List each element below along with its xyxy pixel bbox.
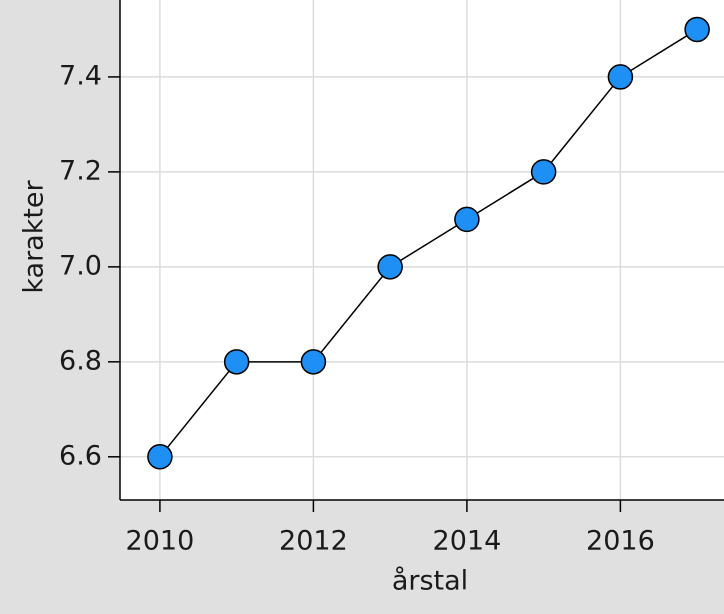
point (684, 16, 710, 43)
grid: 6.6 6.8 7.0 7.2 7.4 2010 2012 2014 2016 (59, 0, 724, 557)
point (223, 349, 250, 375)
y-tick-label: 7.0 (59, 250, 102, 281)
point (300, 349, 327, 375)
x-tick-label: 2014 (433, 526, 502, 557)
point (454, 206, 480, 233)
y-tick-label: 6.8 (59, 345, 102, 376)
y-tick-label: 7.4 (59, 60, 102, 91)
y-tick-label: 6.6 (59, 440, 102, 471)
marks (147, 16, 710, 470)
x-tick-label: 2016 (586, 526, 655, 557)
y-tick-label: 7.2 (59, 155, 102, 186)
point (147, 444, 173, 470)
plot-area (120, 0, 724, 500)
line (159, 28, 698, 458)
point (607, 64, 634, 90)
point (530, 159, 557, 185)
x-tick-label: 2010 (126, 526, 195, 557)
y-axis-label: karakter (19, 179, 50, 293)
x-tick-label: 2012 (279, 526, 348, 557)
point (377, 254, 403, 280)
x-axis-label: årstal (392, 566, 468, 597)
